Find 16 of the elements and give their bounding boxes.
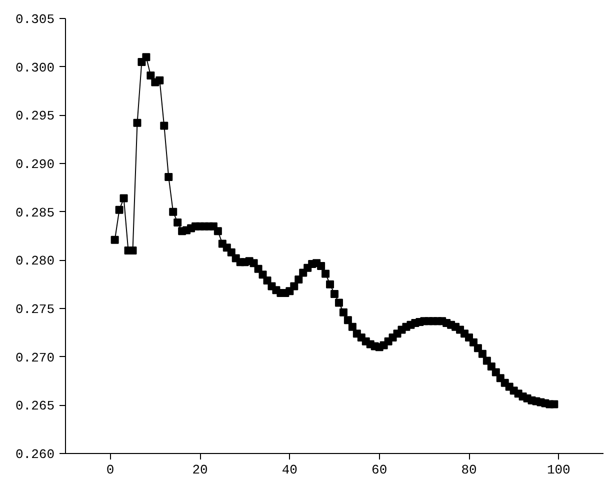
y-tick-label: 0.295 xyxy=(15,108,55,124)
y-tick-label: 0.285 xyxy=(15,205,55,220)
y-tick-label: 0.265 xyxy=(15,398,55,414)
y-tick-label: 0.275 xyxy=(15,302,55,317)
y-tick-label: 0.280 xyxy=(15,254,55,269)
x-tick-label: 40 xyxy=(282,462,298,478)
y-tick-label: 0.290 xyxy=(15,157,55,172)
y-tick-label: 0.305 xyxy=(15,12,55,27)
y-tick-label: 0.260 xyxy=(15,447,55,462)
x-tick-label: 80 xyxy=(461,462,477,478)
y-tick-label: 0.300 xyxy=(15,60,55,76)
x-tick-label: 100 xyxy=(546,462,570,478)
x-tick-label: 0 xyxy=(106,462,114,478)
y-tick-label: 0.270 xyxy=(15,350,55,366)
x-tick-label: 60 xyxy=(372,462,388,478)
x-tick-label: 20 xyxy=(192,462,208,478)
